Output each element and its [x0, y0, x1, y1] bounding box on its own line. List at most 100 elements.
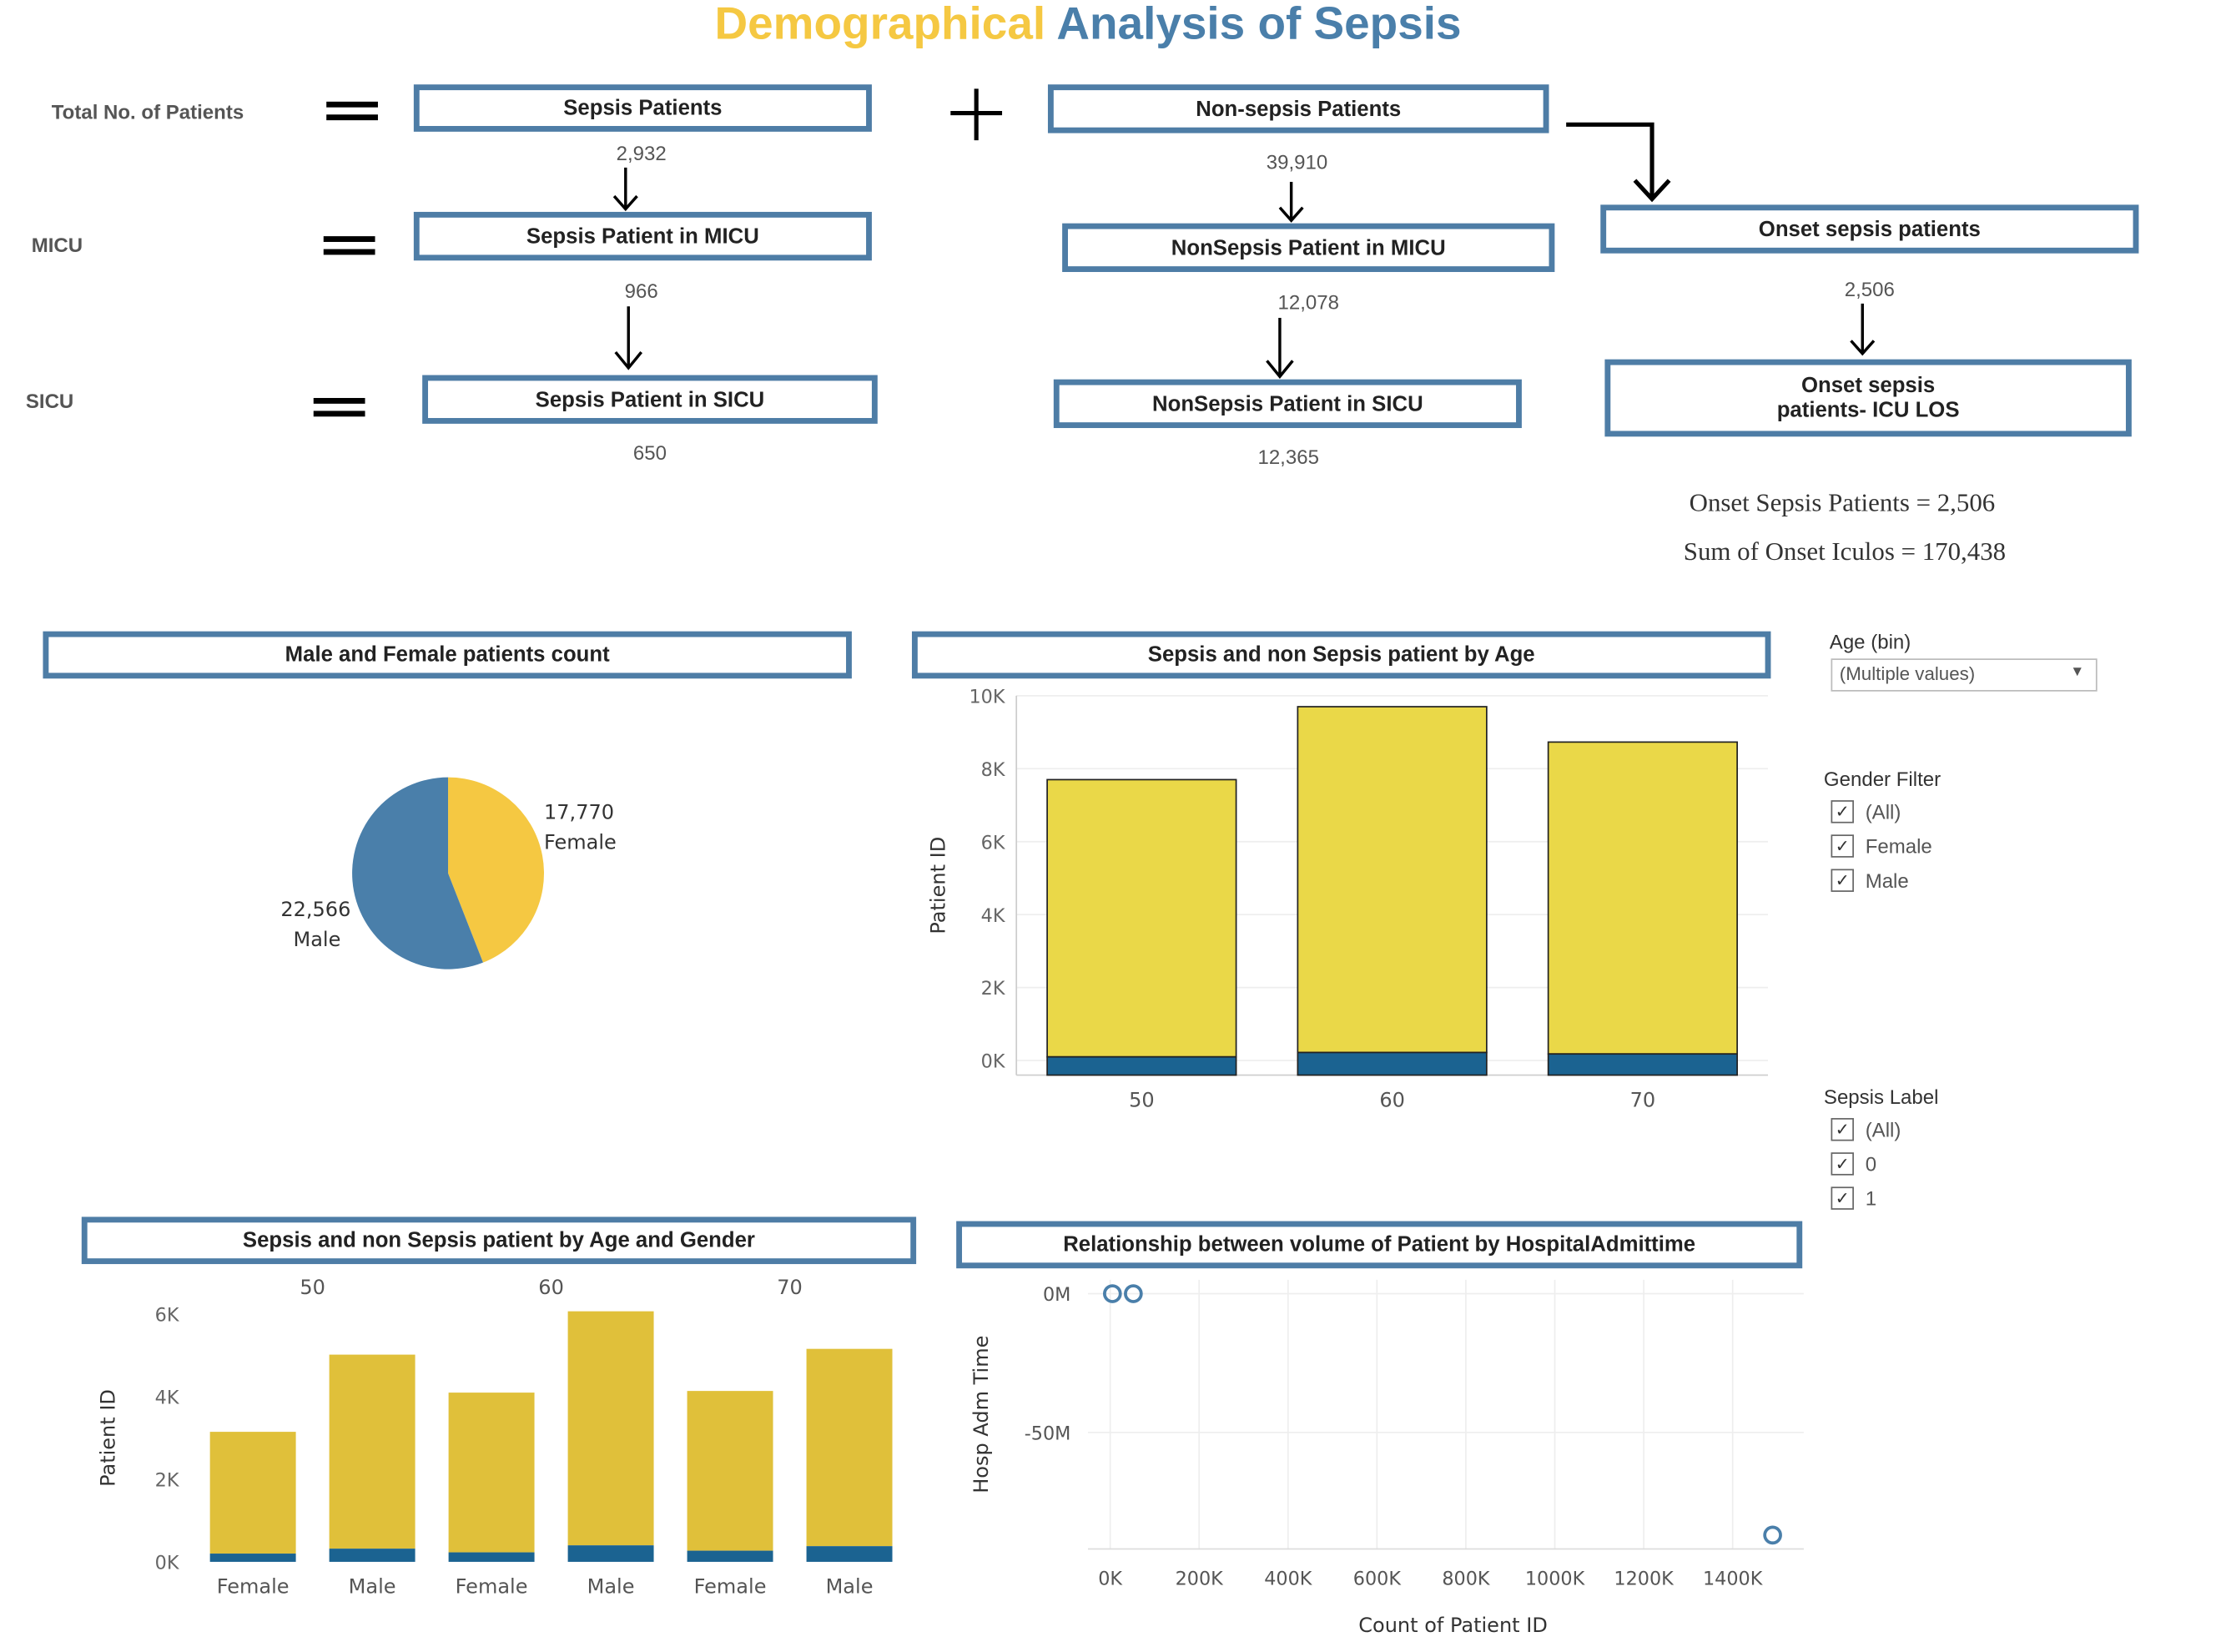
- checkbox-checked-icon[interactable]: ✓: [1831, 1152, 1854, 1176]
- nonsepsis-patients-value: 39,910: [1266, 150, 1328, 174]
- y-tick-label: 6K: [981, 832, 1006, 854]
- down-arrow-icon: [1850, 303, 1876, 356]
- sepsis-filter-option[interactable]: ✓ 1: [1831, 1186, 1876, 1210]
- sepsis-sicu-value: 650: [632, 441, 667, 464]
- scatter-chart: 0K 200K 400K 600K 800K 1000K 1200K 1400K 0M -50M C…: [970, 1279, 1804, 1637]
- bar-segment-sepsis-0: [687, 1391, 773, 1551]
- down-arrow-icon: [1278, 181, 1304, 223]
- pie-slice-female: [448, 777, 545, 963]
- scatter-chart-title: Relationship between volume of Patient b…: [956, 1221, 1803, 1269]
- checkbox-checked-icon[interactable]: ✓: [1831, 834, 1854, 858]
- y-tick-label: 10K: [969, 686, 1005, 708]
- sepsis-filter-option[interactable]: ✓ (All): [1831, 1118, 1901, 1141]
- title-part-2: Analysis of Sepsis: [1056, 0, 1462, 49]
- y-axis-label: Hosp Adm Time: [970, 1336, 993, 1493]
- x-tick-label: 70: [1630, 1088, 1656, 1111]
- nonsepsis-micu-value: 12,078: [1277, 290, 1339, 314]
- gender-filter-option[interactable]: ✓ (All): [1831, 800, 1901, 823]
- gender-filter-option[interactable]: ✓ Male: [1831, 869, 1909, 892]
- x-tick-label: 200K: [1176, 1568, 1225, 1589]
- group-header-label: 50: [300, 1276, 325, 1299]
- down-arrow-icon: [612, 167, 638, 212]
- y-tick-label: -50M: [1025, 1423, 1071, 1444]
- x-tick-label: 60: [1379, 1088, 1405, 1111]
- onset-summary-line2: Sum of Onset Iculos = 170,438: [1683, 536, 2007, 566]
- bar-segment-sepsis-0: [1547, 741, 1738, 1055]
- equals-icon: [326, 101, 378, 121]
- nonsepsis-sicu-box: NonSepsis Patient in SICU: [1053, 379, 1522, 429]
- pie-chart-title: Male and Female patients count: [43, 631, 852, 679]
- bar-segment-sepsis-1: [1547, 1053, 1738, 1076]
- scatter-point: [1763, 1525, 1782, 1545]
- title-part-1: Demographical: [714, 0, 1046, 49]
- pie-category-label: Female: [544, 830, 617, 854]
- row-label-sicu: SICU: [25, 389, 74, 413]
- bar-segment-sepsis-1: [448, 1552, 535, 1562]
- y-tick-label: 0K: [981, 1051, 1006, 1073]
- y-tick-label: 2K: [155, 1470, 180, 1492]
- bar-segment-sepsis-1: [329, 1549, 416, 1562]
- sepsis-sicu-box: Sepsis Patient in SICU: [422, 375, 878, 424]
- bar-segment-sepsis-1: [209, 1554, 296, 1562]
- row-label-micu: MICU: [31, 233, 83, 257]
- onset-icu-los-line1: Onset sepsis: [1800, 373, 1936, 398]
- y-tick-label: 4K: [981, 905, 1006, 927]
- x-tick-label: Male: [826, 1575, 874, 1599]
- bar-segment-sepsis-0: [1046, 778, 1237, 1058]
- x-tick-label: 50: [1129, 1088, 1155, 1111]
- y-tick-label: 6K: [155, 1305, 180, 1327]
- group-header-label: 60: [538, 1276, 564, 1299]
- y-axis-label: Patient ID: [96, 1389, 119, 1487]
- checkbox-checked-icon[interactable]: ✓: [1831, 1118, 1854, 1141]
- sepsis-micu-box: Sepsis Patient in MICU: [413, 211, 872, 261]
- checkbox-checked-icon[interactable]: ✓: [1831, 800, 1854, 823]
- age-gender-bar-chart: 0K 2K 4K 6K 50 60 70 Female Male Female Male Female…: [96, 1276, 893, 1599]
- age-bin-dropdown[interactable]: (Multiple values) ▼: [1831, 658, 2098, 692]
- x-tick-label: 1000K: [1525, 1568, 1586, 1589]
- bar-segment-sepsis-0: [329, 1354, 416, 1549]
- nonsepsis-patients-box: Non-sepsis Patients: [1047, 84, 1549, 133]
- x-axis-label: Count of Patient ID: [1358, 1614, 1548, 1637]
- gender-filter-option[interactable]: ✓ Female: [1831, 834, 1932, 858]
- sepsis-filter-option[interactable]: ✓ 0: [1831, 1152, 1876, 1176]
- bar-segment-sepsis-1: [1046, 1055, 1237, 1076]
- x-tick-label: 0K: [1098, 1568, 1123, 1589]
- x-tick-label: 400K: [1264, 1568, 1313, 1589]
- age-bin-filter-title: Age (bin): [1829, 629, 1911, 653]
- sepsis-patients-box: Sepsis Patients: [413, 84, 872, 132]
- gender-filter-title: Gender Filter: [1823, 767, 1942, 791]
- pie-chart: 17,770 Female 22,566 Male: [280, 777, 617, 970]
- bar-segment-sepsis-1: [806, 1546, 893, 1562]
- pie-value-label: 22,566: [280, 898, 350, 921]
- page-title: Demographical Analysis of Sepsis: [0, 0, 2176, 50]
- x-tick-label: Male: [349, 1575, 396, 1599]
- scatter-point: [1124, 1284, 1143, 1303]
- y-tick-label: 4K: [155, 1388, 180, 1409]
- x-tick-label: 1400K: [1703, 1568, 1764, 1589]
- age-gender-chart-title: Sepsis and non Sepsis patient by Age and…: [81, 1216, 917, 1265]
- sepsis-label-filter-title: Sepsis Label: [1823, 1085, 1939, 1109]
- onset-sepsis-value: 2,506: [1844, 277, 1895, 301]
- onset-sepsis-box: Onset sepsis patients: [1600, 204, 2139, 254]
- bar-segment-sepsis-0: [448, 1393, 535, 1553]
- sepsis-patients-value: 2,932: [616, 141, 667, 165]
- bar-segment-sepsis-0: [806, 1348, 893, 1547]
- onset-icu-los-line2: patients- ICU LOS: [1776, 397, 1960, 423]
- checkbox-checked-icon[interactable]: ✓: [1831, 1186, 1854, 1210]
- equals-icon: [313, 397, 365, 417]
- x-tick-label: 1200K: [1614, 1568, 1675, 1589]
- y-tick-label: 8K: [981, 759, 1006, 781]
- pie-value-label: 17,770: [544, 800, 614, 823]
- x-tick-label: Female: [456, 1575, 528, 1599]
- pie-slice-male: [352, 777, 483, 970]
- bar-segment-sepsis-1: [1297, 1051, 1488, 1076]
- x-tick-label: Female: [217, 1575, 290, 1599]
- y-tick-label: 0K: [155, 1553, 180, 1574]
- sepsis-micu-value: 966: [624, 279, 658, 303]
- y-tick-label: 2K: [981, 978, 1006, 1000]
- nonsepsis-micu-box: NonSepsis Patient in MICU: [1062, 223, 1555, 273]
- age-bar-chart: 0K 2K 4K 6K 8K 10K 50 60 70 Patient ID: [926, 686, 1769, 1111]
- checkbox-checked-icon[interactable]: ✓: [1831, 869, 1854, 892]
- scatter-point: [1102, 1284, 1122, 1303]
